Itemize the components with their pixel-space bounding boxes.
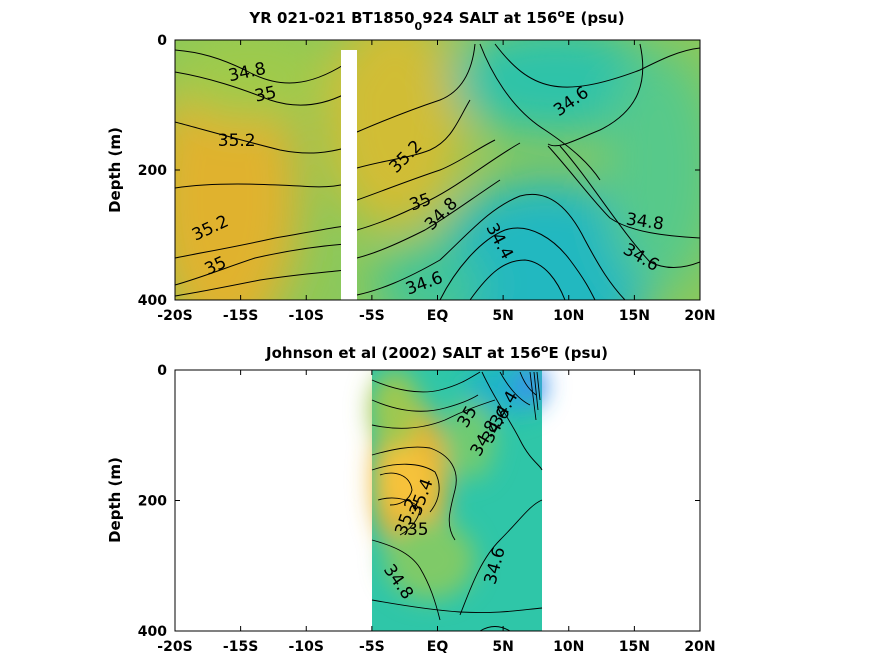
contour-label: 35 — [407, 520, 429, 540]
panel-2-field — [370, 370, 545, 631]
y-tick-label: 200 — [138, 163, 167, 179]
x-tick-label: 10N — [553, 639, 584, 655]
x-tick-label: 15N — [619, 639, 650, 655]
x-tick-label: -5S — [359, 308, 385, 324]
y-tick-label: 400 — [138, 624, 167, 640]
y-tick-label: 400 — [138, 293, 167, 309]
x-tick-label: -10S — [289, 639, 324, 655]
x-tick-label: 15N — [619, 308, 650, 324]
panel-1-ylabel: Depth (m) — [106, 127, 124, 213]
panel-1-missing-data-gap — [341, 50, 357, 300]
y-tick-label: 200 — [138, 494, 167, 510]
x-tick-label: -10S — [289, 308, 324, 324]
panel-2-ylabel: Depth (m) — [106, 457, 124, 543]
panel-1: YR 021-021 BT18500924 SALT at 156oE (psu… — [106, 7, 716, 325]
panel-1-contours — [175, 43, 700, 300]
x-tick-label: -5S — [359, 639, 385, 655]
panel-1-y-axis: 0 200 400 — [138, 33, 700, 309]
x-tick-label: -15S — [223, 308, 258, 324]
panel-2: Johnson et al (2002) SALT at 156oE (psu) — [106, 342, 716, 656]
x-tick-label: 10N — [553, 308, 584, 324]
x-tick-label: 5N — [492, 308, 513, 324]
panel-2-x-axis: -20S -15S -10S -5S EQ 5N 10N 15N 20N — [157, 370, 716, 655]
x-tick-label: 20N — [684, 308, 715, 324]
contour-label: 35 — [253, 83, 278, 107]
panel-2-title: Johnson et al (2002) SALT at 156oE (psu) — [265, 342, 608, 363]
panel-2-contours — [371, 371, 543, 631]
x-tick-label: 20N — [684, 639, 715, 655]
contour-label: 35.2 — [218, 131, 256, 151]
y-tick-label: 0 — [157, 33, 167, 49]
y-tick-label: 0 — [157, 363, 167, 379]
x-tick-label: EQ — [427, 308, 449, 324]
panel-2-y-axis: 0 200 400 — [138, 363, 700, 640]
x-tick-label: 5N — [492, 639, 513, 655]
panel-1-field — [175, 40, 700, 300]
panel-1-x-axis: -20S -15S -10S -5S EQ 5N 10N 15N 20N — [157, 40, 716, 324]
x-tick-label: -20S — [157, 639, 192, 655]
x-tick-label: -15S — [223, 639, 258, 655]
x-tick-label: -20S — [157, 308, 192, 324]
panel-1-title: YR 021-021 BT18500924 SALT at 156oE (psu… — [248, 7, 624, 33]
x-tick-label: EQ — [427, 639, 449, 655]
